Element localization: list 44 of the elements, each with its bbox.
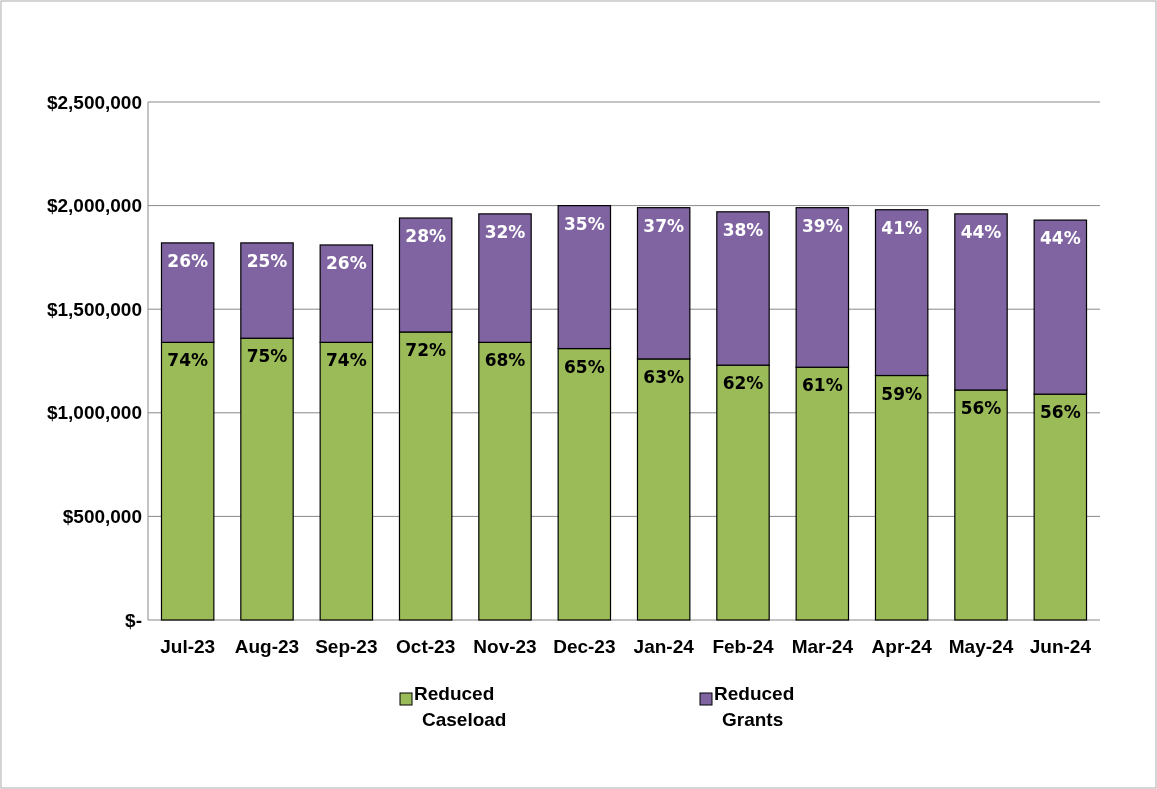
x-tick-label: Jan-24 xyxy=(633,636,695,657)
y-tick-label: $500,000 xyxy=(62,506,142,528)
annotation: 65% xyxy=(563,356,605,377)
annotation: 56% xyxy=(1039,402,1081,423)
annotation: 28% xyxy=(405,226,447,247)
annotation: 56% xyxy=(960,398,1002,419)
annotation: 44% xyxy=(1039,228,1081,249)
annotation: 37% xyxy=(643,215,685,236)
annotation: 26% xyxy=(325,252,367,273)
annotation: 39% xyxy=(801,215,843,236)
annotation: 44% xyxy=(960,221,1002,242)
x-tick-label: Feb-24 xyxy=(712,636,775,657)
annotation: 25% xyxy=(246,250,288,271)
x-tick-label: Jul-23 xyxy=(160,636,216,657)
x-tick-label: Mar-24 xyxy=(791,636,854,657)
annotation: 38% xyxy=(722,219,764,240)
x-tick-label: Sep-23 xyxy=(315,636,378,657)
legend-label: Reduced Caseload xyxy=(414,683,507,730)
annotation: 68% xyxy=(484,350,526,371)
x-tick-label: Oct-23 xyxy=(396,636,456,657)
y-tick-label: $2,000,000 xyxy=(46,195,142,217)
x-tick-label: May-24 xyxy=(948,636,1014,657)
y-tick-label: $1,000,000 xyxy=(46,402,142,424)
x-tick-label: Nov-23 xyxy=(473,636,537,657)
x-tick-label: Aug-23 xyxy=(234,636,300,657)
x-tick-label: Jun-24 xyxy=(1029,636,1092,657)
y-tick-label: $- xyxy=(125,609,142,631)
y-tick-label: $1,500,000 xyxy=(46,298,142,320)
annotation: 62% xyxy=(722,373,764,394)
annotation: 74% xyxy=(325,350,367,371)
annotation: 59% xyxy=(881,383,923,404)
annotation: 41% xyxy=(881,217,923,238)
annotation: 35% xyxy=(563,213,605,234)
legend-label: Reduced Grants xyxy=(714,683,795,730)
annotation: 74% xyxy=(167,350,209,371)
annotation: 61% xyxy=(801,375,843,396)
annotation: 63% xyxy=(643,366,685,387)
x-tick-label: Dec-23 xyxy=(553,636,616,657)
annotation: 32% xyxy=(484,221,526,242)
annotation: 75% xyxy=(246,346,288,367)
y-tick-label: $2,500,000 xyxy=(46,91,142,113)
annotation: 26% xyxy=(167,250,209,271)
annotation: 72% xyxy=(405,339,447,360)
x-tick-label: Apr-24 xyxy=(871,636,933,657)
